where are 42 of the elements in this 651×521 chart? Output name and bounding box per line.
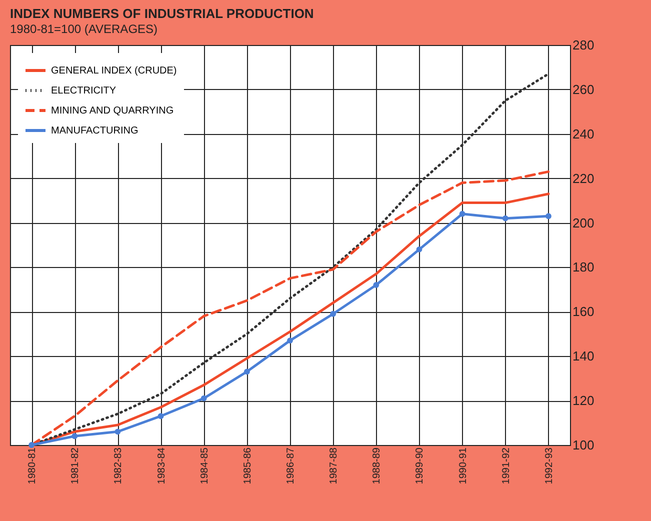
point <box>244 368 250 375</box>
legend-label: MANUFACTURING <box>51 126 138 136</box>
legend-label: MINING AND QUARRYING <box>51 106 174 116</box>
x-tick-label: 1981-82 <box>70 447 82 484</box>
y-tick-label: 100 <box>572 438 594 452</box>
legend-label: GENERAL INDEX (CRUDE) <box>51 66 177 76</box>
point <box>200 395 207 402</box>
x-tick-label: 1983-84 <box>156 447 168 484</box>
x-tick-label: 1989-90 <box>414 447 426 484</box>
point <box>158 413 164 420</box>
x-tick-label: 1980-81 <box>27 447 38 484</box>
x-tick-label: 1984-85 <box>199 447 210 484</box>
y-tick-label: 220 <box>572 170 594 186</box>
legend-label: ELECTRICITY <box>51 86 116 96</box>
point <box>459 210 466 217</box>
x-tick-label: 1985-86 <box>242 447 254 484</box>
point <box>502 215 508 222</box>
x-tick-label: 1986-87 <box>286 447 296 484</box>
point <box>373 282 380 288</box>
point <box>546 213 552 220</box>
x-tick-label: 1982-83 <box>113 447 124 484</box>
y-tick-label: 200 <box>572 215 594 230</box>
y-tick-label: 260 <box>572 82 594 97</box>
x-tick-label: 1987-88 <box>328 447 340 484</box>
y-tick-label: 140 <box>572 348 594 364</box>
x-tick-label: 1991-92 <box>500 447 512 484</box>
chart-subtitle: 1980-81=100 (AVERAGES) <box>10 22 158 36</box>
x-tick-label: 1992-93 <box>544 447 555 484</box>
point <box>416 246 422 252</box>
x-tick-label: 1988-89 <box>372 447 383 484</box>
y-tick-label: 180 <box>572 260 594 275</box>
point <box>287 338 293 344</box>
y-tick-label: 280 <box>572 38 594 52</box>
point <box>330 310 336 317</box>
y-tick-label: 120 <box>572 393 594 408</box>
point <box>28 442 34 448</box>
y-tick-label: 240 <box>572 126 594 142</box>
point <box>72 433 78 440</box>
x-tick-label: 1990-91 <box>458 447 469 484</box>
point <box>114 428 121 435</box>
y-tick-label: 160 <box>572 304 594 320</box>
chart-title: INDEX NUMBERS OF INDUSTRIAL PRODUCTION <box>10 6 314 21</box>
